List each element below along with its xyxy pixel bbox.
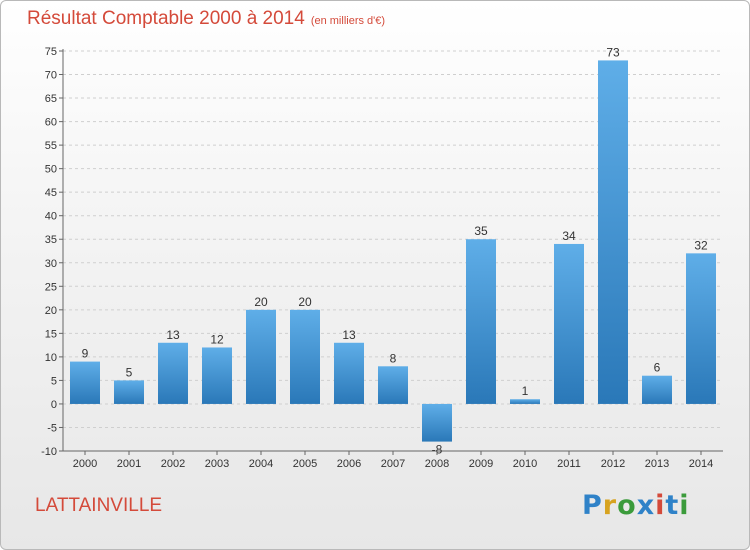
data-label: 5 xyxy=(126,365,133,379)
logo-letter: t xyxy=(665,490,680,521)
y-tick-label: 70 xyxy=(45,70,57,82)
x-tick-label: 2005 xyxy=(293,458,317,470)
bar xyxy=(70,361,100,404)
logo-letter: x xyxy=(636,490,656,521)
x-tick-label: 2003 xyxy=(205,458,229,470)
x-tick-label: 2008 xyxy=(425,458,449,470)
data-label: 13 xyxy=(166,328,180,342)
y-tick-label: 5 xyxy=(51,375,57,387)
data-label: 6 xyxy=(654,361,661,375)
y-tick-label: 15 xyxy=(45,328,57,340)
data-label: 13 xyxy=(342,328,356,342)
bar xyxy=(422,403,452,442)
data-label: 34 xyxy=(562,229,576,243)
commune-name: LATTAINVILLE xyxy=(35,495,163,516)
x-tick-label: 2012 xyxy=(601,458,625,470)
x-tick-label: 2002 xyxy=(161,458,185,470)
bar xyxy=(378,366,408,404)
data-label: 9 xyxy=(82,347,89,361)
y-tick-label: 65 xyxy=(45,93,57,105)
chart-title-text: Résultat Comptable 2000 à 2014 xyxy=(27,8,305,29)
y-tick-label: 10 xyxy=(45,352,57,364)
y-tick-label: 25 xyxy=(45,281,57,293)
x-tick-label: 2009 xyxy=(469,458,493,470)
data-label: 1 xyxy=(522,384,529,398)
y-tick-label: 45 xyxy=(45,187,57,199)
x-tick-label: 2001 xyxy=(117,458,141,470)
bar xyxy=(202,347,232,404)
x-tick-label: 2011 xyxy=(557,458,581,470)
logo-letter: o xyxy=(617,490,637,521)
x-tick-label: 2014 xyxy=(689,458,713,470)
y-tick-label: 75 xyxy=(45,46,57,58)
proxiti-logo: Proxiti xyxy=(582,490,690,521)
bar xyxy=(158,342,188,404)
y-tick-label: 50 xyxy=(45,164,57,176)
y-tick-label: 35 xyxy=(45,234,57,246)
y-tick-label: -5 xyxy=(47,422,57,434)
x-tick-label: 2000 xyxy=(73,458,97,470)
logo-letter: P xyxy=(582,490,603,521)
bar xyxy=(686,253,716,404)
logo-letter: i xyxy=(655,490,666,521)
chart-title: Résultat Comptable 2000 à 2014 (en millie… xyxy=(27,8,385,30)
bar xyxy=(114,380,144,404)
bar xyxy=(290,309,320,404)
x-tick-label: 2013 xyxy=(645,458,669,470)
data-label: 8 xyxy=(390,351,397,365)
chart-subtitle: (en milliers d'€) xyxy=(310,15,386,27)
y-tick-label: 0 xyxy=(51,399,57,411)
y-tick-label: 55 xyxy=(45,140,57,152)
y-tick-label: 30 xyxy=(45,258,57,270)
bar xyxy=(554,243,584,404)
y-tick-label: -10 xyxy=(41,446,57,458)
x-tick-label: 2004 xyxy=(249,458,273,470)
data-label: 20 xyxy=(254,295,268,309)
data-label: -8 xyxy=(432,443,443,457)
logo-letter: r xyxy=(602,490,618,521)
data-label: 20 xyxy=(298,295,312,309)
bar xyxy=(598,60,628,404)
data-label: 32 xyxy=(694,238,708,252)
logo-letter: i xyxy=(679,490,690,521)
bar xyxy=(246,309,276,404)
y-tick-label: 20 xyxy=(45,305,57,317)
bar xyxy=(642,375,672,404)
data-label: 12 xyxy=(210,332,224,346)
bar xyxy=(466,239,496,404)
x-tick-label: 2007 xyxy=(381,458,405,470)
x-tick-label: 2010 xyxy=(513,458,537,470)
bar xyxy=(510,399,540,404)
data-label: 73 xyxy=(606,45,620,59)
y-tick-label: 60 xyxy=(45,117,57,129)
x-tick-label: 2006 xyxy=(337,458,361,470)
y-tick-label: 40 xyxy=(45,211,57,223)
bar xyxy=(334,342,364,404)
data-label: 35 xyxy=(474,224,488,238)
